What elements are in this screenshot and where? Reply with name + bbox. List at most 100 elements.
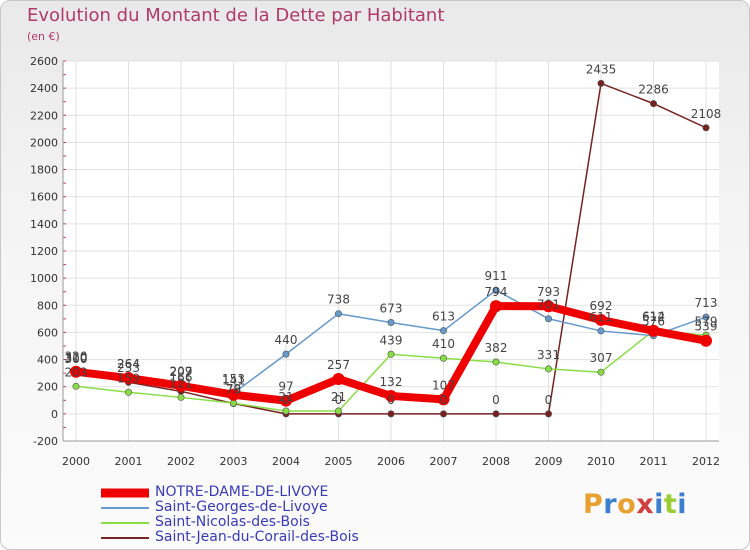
data-label: 159 bbox=[117, 371, 140, 385]
data-label: 692 bbox=[590, 299, 613, 313]
data-point bbox=[544, 315, 552, 323]
x-tick-label: 2008 bbox=[482, 455, 510, 468]
data-point bbox=[492, 410, 500, 418]
data-label: 0 bbox=[440, 393, 448, 407]
y-tick-label: 2000 bbox=[30, 136, 58, 149]
data-label: 410 bbox=[432, 337, 455, 351]
chart-title: Evolution du Montant de la Dette par Hab… bbox=[27, 5, 445, 26]
data-label: 166 bbox=[170, 370, 193, 384]
data-label: 0 bbox=[335, 393, 343, 407]
data-point bbox=[544, 410, 552, 418]
y-tick-label: 1400 bbox=[30, 218, 58, 231]
data-point bbox=[544, 365, 552, 373]
data-point bbox=[439, 327, 447, 335]
data-label: 673 bbox=[380, 302, 403, 316]
data-point bbox=[542, 300, 555, 313]
data-point bbox=[334, 407, 342, 415]
data-label: 76 bbox=[226, 383, 241, 397]
data-point bbox=[387, 319, 395, 327]
data-point bbox=[282, 350, 290, 358]
data-point bbox=[282, 407, 290, 415]
y-tick-label: 1200 bbox=[30, 245, 58, 258]
data-label: 331 bbox=[537, 348, 560, 362]
x-tick-label: 2001 bbox=[115, 455, 143, 468]
data-label: 233 bbox=[117, 361, 140, 375]
y-tick-label: 2200 bbox=[30, 109, 58, 122]
data-label: 0 bbox=[492, 393, 500, 407]
data-label: 576 bbox=[642, 315, 665, 329]
data-label: 264 bbox=[117, 357, 140, 371]
legend-label-saint-jean: Saint-Jean-du-Corail-des-Bois bbox=[155, 529, 359, 545]
x-tick-label: 2004 bbox=[272, 455, 300, 468]
data-label: 203 bbox=[65, 365, 88, 379]
data-label: 613 bbox=[432, 310, 455, 324]
data-label: 320 bbox=[65, 349, 88, 363]
data-label: 794 bbox=[485, 285, 508, 299]
data-point bbox=[227, 388, 240, 401]
data-label: 310 bbox=[65, 351, 88, 365]
legend-swatch-saint-georges bbox=[101, 506, 149, 509]
legend-label-saint-georges: Saint-Georges-de-Livoye bbox=[155, 499, 328, 515]
data-point bbox=[492, 358, 500, 366]
data-label: 132 bbox=[380, 375, 403, 389]
logo-letter: t bbox=[663, 489, 678, 520]
data-label: 153 bbox=[222, 372, 245, 386]
data-point bbox=[595, 313, 607, 326]
data-point bbox=[492, 286, 500, 294]
data-label: 141 bbox=[222, 374, 245, 388]
data-label: 264 bbox=[117, 357, 140, 371]
data-point bbox=[387, 410, 395, 418]
y-tick-label: 200 bbox=[37, 381, 58, 394]
x-tick-label: 2011 bbox=[640, 455, 668, 468]
y-tick-label: 600 bbox=[37, 326, 58, 339]
data-point bbox=[334, 310, 342, 318]
data-point bbox=[597, 327, 605, 335]
y-tick-label: 800 bbox=[37, 299, 58, 312]
x-tick-label: 2009 bbox=[535, 455, 563, 468]
proxiti-logo: Proxiti bbox=[583, 489, 687, 520]
data-label: 539 bbox=[695, 320, 718, 334]
data-label: 79 bbox=[226, 382, 241, 396]
data-label: 738 bbox=[327, 293, 350, 307]
data-point bbox=[490, 300, 502, 313]
data-point bbox=[702, 313, 710, 321]
y-tick-label: 1600 bbox=[30, 191, 58, 204]
data-label: 300 bbox=[65, 352, 88, 366]
data-label: 439 bbox=[380, 333, 403, 347]
data-label: 21 bbox=[278, 390, 293, 404]
x-tick-label: 2012 bbox=[692, 455, 720, 468]
data-point bbox=[280, 394, 292, 407]
data-label: 207 bbox=[170, 365, 193, 379]
logo-letter: i bbox=[654, 489, 664, 520]
data-point bbox=[700, 334, 712, 347]
data-label: 0 bbox=[282, 393, 290, 407]
data-point bbox=[439, 410, 447, 418]
data-point bbox=[387, 350, 395, 358]
data-label: 614 bbox=[642, 310, 665, 324]
data-point bbox=[70, 365, 82, 378]
x-tick-label: 2002 bbox=[167, 455, 195, 468]
data-label: 0 bbox=[387, 393, 395, 407]
data-point bbox=[647, 324, 660, 337]
data-label: 612 bbox=[642, 310, 665, 324]
x-tick-label: 2005 bbox=[325, 455, 353, 468]
data-point bbox=[332, 372, 345, 385]
x-tick-label: 2006 bbox=[377, 455, 405, 468]
logo-letter: o bbox=[617, 489, 637, 520]
data-point bbox=[230, 399, 238, 407]
logo-letter: P bbox=[583, 489, 604, 520]
data-label: 701 bbox=[537, 298, 560, 312]
legend-swatch-saint-jean bbox=[101, 536, 149, 539]
data-label: 2108 bbox=[691, 107, 722, 121]
data-point bbox=[122, 372, 135, 385]
data-label: 209 bbox=[170, 364, 193, 378]
data-label: 307 bbox=[590, 351, 613, 365]
data-label: 0 bbox=[545, 393, 553, 407]
y-tick-label: 2400 bbox=[30, 82, 58, 95]
logo-letter: i bbox=[677, 489, 688, 520]
data-point bbox=[649, 100, 657, 108]
legend-swatch-saint-nicolas bbox=[101, 521, 149, 524]
data-point bbox=[597, 79, 605, 87]
